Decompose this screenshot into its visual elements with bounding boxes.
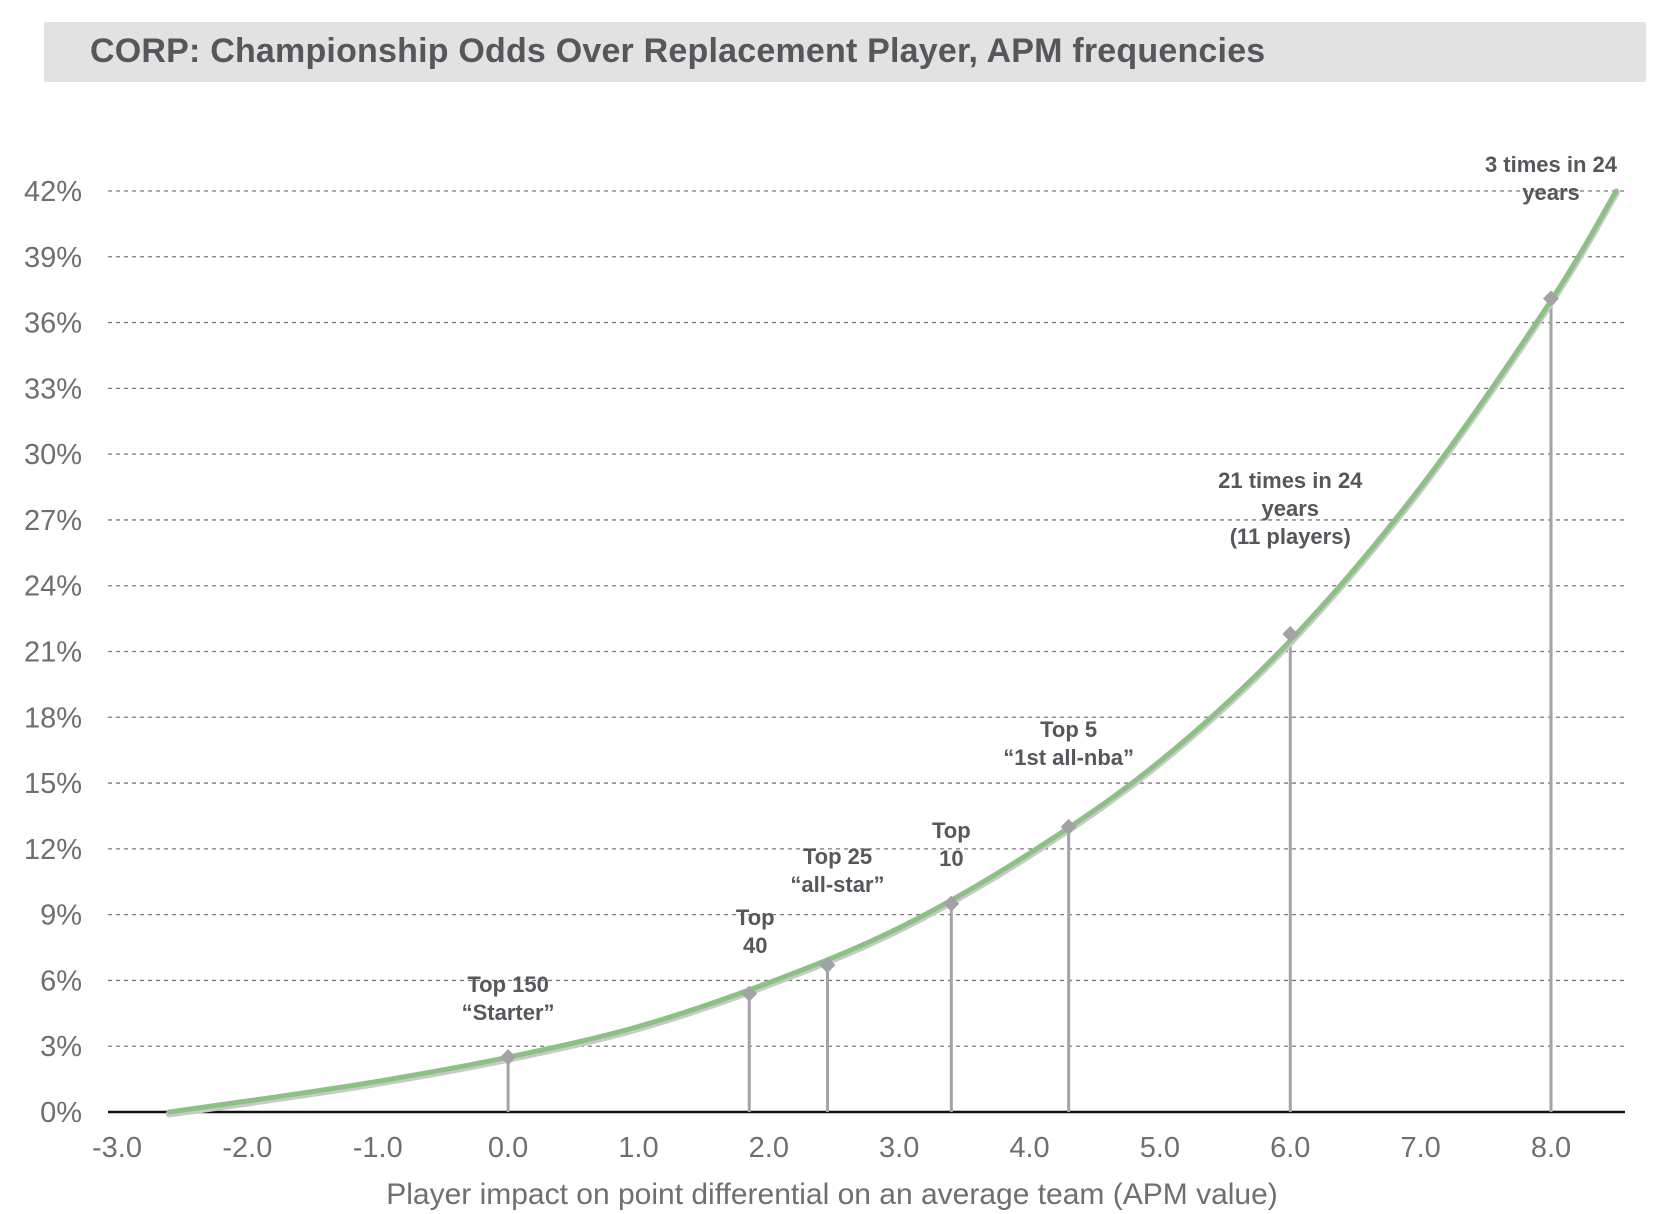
title-bar: CORP: Championship Odds Over Replacement… bbox=[44, 22, 1646, 82]
annotation-line: Top bbox=[932, 818, 971, 843]
y-tick-label: 36% bbox=[24, 308, 82, 340]
y-tick-label: 30% bbox=[24, 439, 82, 471]
annotation-line: 21 times in 24 bbox=[1218, 468, 1363, 493]
annotation-line: years bbox=[1522, 180, 1580, 205]
marker-annotation: Top 5 “1st all-nba” bbox=[1003, 717, 1134, 770]
marker-annotation: Top 150 “Starter” bbox=[462, 972, 555, 1025]
annotation-line: (11 players) bbox=[1230, 524, 1351, 549]
chart-title: CORP: Championship Odds Over Replacement… bbox=[90, 32, 1266, 70]
annotation-line: 40 bbox=[743, 933, 767, 958]
annotation-line: “Starter” bbox=[462, 1000, 555, 1025]
x-tick-label: 7.0 bbox=[1400, 1132, 1440, 1164]
y-tick-label: 12% bbox=[24, 834, 82, 866]
marker-stems bbox=[506, 298, 1553, 1112]
y-tick-label: 24% bbox=[24, 571, 82, 603]
x-tick-label: 4.0 bbox=[1009, 1132, 1049, 1164]
data-marker bbox=[741, 985, 758, 1002]
x-tick-label: -3.0 bbox=[92, 1132, 142, 1164]
marker-annotation: Top 10 bbox=[932, 818, 971, 871]
y-tick-label: 39% bbox=[24, 242, 82, 274]
y-axis-ticks: 0% 3% 6% 9% 12% 15% 18% 21% 24% 27% 30% 33% 36% 39% 42… bbox=[24, 176, 82, 1129]
x-tick-label: 0.0 bbox=[488, 1132, 528, 1164]
x-tick-label: -1.0 bbox=[353, 1132, 403, 1164]
annotation-line: Top bbox=[736, 905, 775, 930]
y-tick-label: 0% bbox=[40, 1097, 82, 1129]
marker-annotation: 21 times in 24 years (11 players) bbox=[1218, 468, 1363, 549]
annotation-line: Top 25 bbox=[803, 844, 872, 869]
y-tick-label: 6% bbox=[40, 965, 82, 997]
annotation-line: “all-star” bbox=[790, 872, 884, 897]
annotation-line: years bbox=[1262, 496, 1320, 521]
data-marker bbox=[1543, 290, 1559, 307]
y-tick-label: 15% bbox=[24, 768, 82, 800]
series-line-path bbox=[166, 188, 1619, 1115]
y-tick-label: 42% bbox=[24, 176, 82, 208]
y-tick-label: 27% bbox=[24, 505, 82, 537]
annotation-line: 3 times in 24 bbox=[1485, 152, 1618, 177]
y-tick-label: 18% bbox=[24, 702, 82, 734]
annotation-line: Top 5 bbox=[1040, 717, 1097, 742]
marker-annotation: Top 40 bbox=[736, 905, 775, 958]
x-tick-label: 6.0 bbox=[1270, 1132, 1310, 1164]
marker-annotation: 3 times in 24 years bbox=[1485, 152, 1618, 205]
x-tick-label: 3.0 bbox=[879, 1132, 919, 1164]
series-line-shadow bbox=[165, 189, 1620, 1118]
series-line bbox=[165, 188, 1620, 1118]
data-marker bbox=[943, 895, 960, 912]
x-axis-ticks: -3.0 -2.0 -1.0 0.0 1.0 2.0 3.0 4.0 5.0 6.0 7.0 8.0 bbox=[92, 1132, 1571, 1164]
y-tick-label: 21% bbox=[24, 637, 82, 669]
data-marker bbox=[1282, 625, 1299, 642]
x-tick-label: -2.0 bbox=[222, 1132, 272, 1164]
grid-lines bbox=[108, 190, 1625, 1047]
x-tick-label: 2.0 bbox=[749, 1132, 789, 1164]
y-tick-label: 33% bbox=[24, 373, 82, 405]
y-tick-label: 3% bbox=[40, 1031, 82, 1063]
annotation-line: 10 bbox=[939, 846, 963, 871]
x-tick-label: 5.0 bbox=[1140, 1132, 1180, 1164]
marker-annotation: Top 25 “all-star” bbox=[790, 844, 884, 897]
data-marker bbox=[1060, 818, 1077, 835]
x-axis-label: Player impact on point differential on a… bbox=[386, 1178, 1278, 1211]
markers bbox=[500, 290, 1559, 1066]
data-marker bbox=[500, 1049, 517, 1066]
annotation-line: Top 150 bbox=[467, 972, 549, 997]
annotation-line: “1st all-nba” bbox=[1003, 745, 1134, 770]
y-tick-label: 9% bbox=[40, 900, 82, 932]
x-tick-label: 8.0 bbox=[1531, 1132, 1571, 1164]
data-marker bbox=[819, 957, 836, 974]
x-tick-label: 1.0 bbox=[618, 1132, 658, 1164]
